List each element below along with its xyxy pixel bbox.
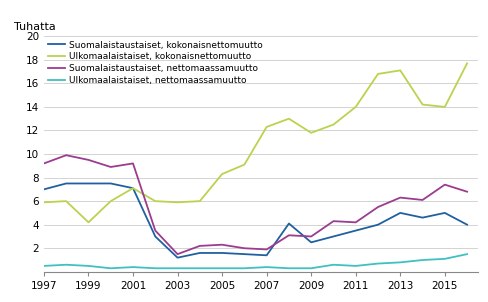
Text: Tuhatta: Tuhatta	[14, 21, 55, 31]
Legend: Suomalaistaustaiset, kokonaisnettomuutto, Ulkomaalaistaiset, kokonaisnettomuutto: Suomalaistaustaiset, kokonaisnettomuutto…	[48, 41, 263, 85]
